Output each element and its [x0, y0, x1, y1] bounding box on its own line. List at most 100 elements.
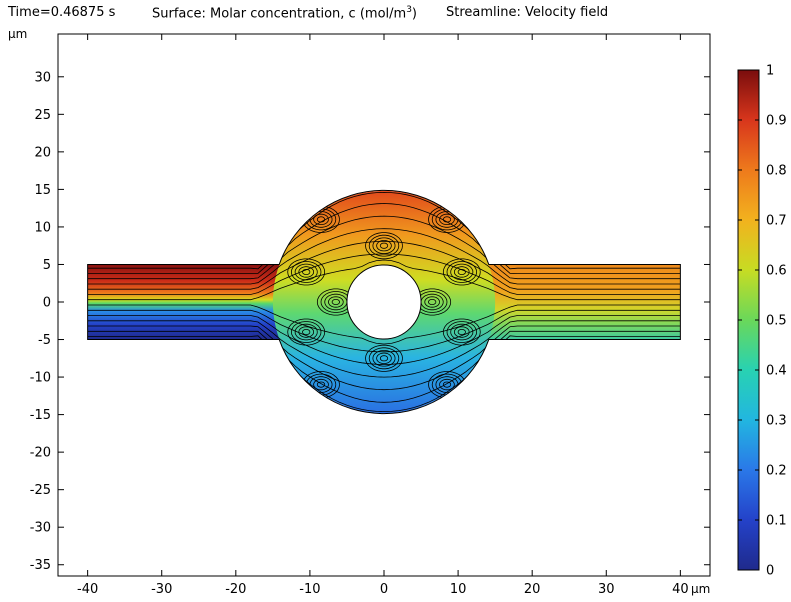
x-tick-label-0: -40	[77, 582, 98, 597]
x-axis: -40 -30 -20 -10 0 10 20 30 40	[77, 34, 689, 597]
streamline-48	[287, 318, 326, 346]
y-tick-label-6: -5	[38, 333, 51, 348]
colorbar-ticks: 0 0.1 0.2 0.3 0.4 0.5 0.6 0.7 0.8 0.9 1	[738, 64, 787, 579]
streamline-1	[87, 330, 681, 403]
streamline-5	[87, 309, 681, 353]
streamline-41	[450, 263, 474, 281]
surface-label-end: )	[411, 6, 417, 22]
streamline-14	[316, 216, 326, 223]
streamline-63	[365, 344, 403, 372]
x-tick-label-4: 0	[380, 582, 388, 597]
streamline-20	[439, 213, 455, 225]
streamline-12	[87, 203, 681, 274]
y-axis: -35 -30 -25 -20 -15 -10 -5 0 5 10 15 20 25 30	[30, 70, 710, 573]
y-tick-label-8: 5	[43, 258, 51, 273]
streamline-7	[87, 259, 681, 301]
x-tick-label-8: 40	[672, 582, 689, 597]
colorbar-tick-label-3: 0.3	[766, 414, 787, 429]
streamline-68	[316, 288, 355, 316]
x-unit-label: µm	[691, 582, 710, 596]
streamline-37	[290, 261, 322, 283]
y-tick-label-5: -10	[30, 371, 51, 386]
streamline-56	[372, 237, 396, 254]
streamline-43	[442, 258, 481, 286]
streamline-46	[294, 323, 318, 341]
streamline-15	[313, 213, 329, 225]
streamline-60	[376, 352, 392, 364]
y-tick-label-4: -15	[30, 408, 51, 423]
streamline-38	[287, 258, 326, 286]
streamline-39	[457, 269, 466, 275]
x-tick-label-5: 10	[450, 582, 467, 597]
streamline-53	[442, 318, 481, 346]
domain-geometry	[87, 189, 681, 415]
colorbar-tick-label-10: 1	[766, 64, 774, 79]
streamline-3	[87, 320, 681, 378]
streamline-45	[298, 326, 314, 338]
colorbar-tick-label-8: 0.8	[766, 164, 787, 179]
streamline-42	[446, 261, 477, 283]
streamline-36	[294, 263, 318, 281]
y-tick-label-9: 10	[34, 220, 51, 235]
y-tick-label-11: 20	[34, 145, 51, 160]
streamline-51	[450, 323, 474, 341]
streamline-67	[320, 291, 352, 313]
y-tick-label-0: -35	[30, 558, 51, 573]
x-tick-label-2: -20	[225, 582, 246, 597]
streamline-0	[87, 335, 681, 413]
streamline-2	[87, 325, 681, 391]
streamline-64	[331, 299, 340, 305]
streamline-35	[298, 266, 314, 278]
streamline-66	[324, 293, 348, 311]
y-tick-label-1: -30	[30, 521, 51, 536]
colorbar-tick-label-6: 0.6	[766, 264, 787, 279]
surface-unit-exponent: 3	[406, 5, 412, 15]
domain-outline	[87, 189, 681, 415]
colorbar-tick-label-4: 0.4	[766, 364, 787, 379]
y-tick-label-7: 0	[43, 295, 51, 310]
colorbar: 0 0.1 0.2 0.3 0.4 0.5 0.6 0.7 0.8 0.9 1	[737, 64, 787, 579]
streamline-8	[87, 253, 681, 295]
surface-label-text: Surface: Molar concentration, c (mol/m	[152, 6, 407, 22]
obstacle-circle	[346, 264, 422, 340]
streamline-49	[457, 329, 466, 335]
colorbar-tick-label-1: 0.1	[766, 514, 787, 529]
streamline-4	[87, 315, 681, 365]
y-tick-label-13: 30	[34, 70, 51, 85]
streamline-65	[327, 296, 344, 308]
streamline-62	[368, 347, 400, 370]
streamline-30	[439, 378, 455, 391]
y-tick-label-2: -25	[30, 483, 51, 498]
surface-label: Surface: Molar concentration, c (mol/m3)	[152, 5, 417, 21]
streamline-40	[453, 266, 470, 278]
time-label: Time=0.46875 s	[8, 5, 116, 20]
x-tick-label-6: 20	[524, 582, 541, 597]
streamline-59	[379, 355, 389, 362]
streamline-52	[446, 321, 477, 343]
streamline-24	[316, 381, 326, 388]
x-tick-label-7: 30	[598, 582, 615, 597]
streamline-34	[302, 269, 311, 275]
streamline-29	[442, 381, 452, 388]
colorbar-tick-label-2: 0.2	[766, 464, 787, 479]
colorbar-tick-label-7: 0.7	[766, 214, 787, 229]
streamline-11	[87, 215, 681, 280]
streamline-61	[372, 350, 396, 367]
streamline-6	[87, 304, 681, 345]
streamline-47	[290, 321, 322, 343]
streamline-69	[428, 299, 437, 305]
y-tick-label-3: -20	[30, 446, 51, 461]
streamline-label: Streamline: Velocity field	[446, 5, 609, 20]
streamline-50	[453, 326, 470, 338]
colorbar-tick-label-9: 0.9	[766, 114, 787, 129]
y-tick-label-12: 25	[34, 108, 51, 123]
streamline-57	[368, 234, 400, 257]
streamline-13	[87, 191, 681, 270]
streamline-58	[365, 232, 403, 260]
colorbar-tick-label-0: 0	[766, 564, 774, 579]
colorbar-tick-label-5: 0.5	[766, 314, 787, 329]
x-tick-label-1: -30	[151, 582, 172, 597]
y-tick-label-10: 15	[34, 183, 51, 198]
streamline-54	[379, 242, 389, 249]
